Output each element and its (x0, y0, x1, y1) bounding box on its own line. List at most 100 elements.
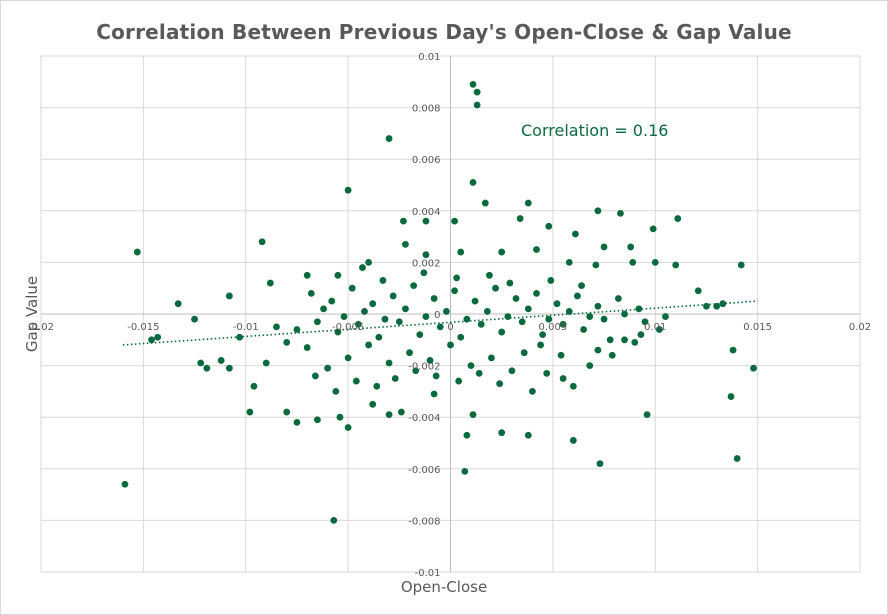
data-point (651, 259, 659, 266)
data-point (375, 333, 383, 341)
data-point (594, 346, 602, 354)
data-point (334, 271, 342, 279)
chart-title: Correlation Between Previous Day's Open-… (96, 20, 792, 44)
data-point (293, 326, 301, 333)
data-point (266, 279, 274, 287)
data-point (473, 101, 481, 109)
data-point (545, 315, 553, 323)
data-point (606, 336, 614, 344)
data-point (336, 413, 344, 421)
data-point (430, 295, 438, 302)
data-point (594, 302, 602, 310)
data-point (637, 331, 645, 339)
data-point (565, 259, 573, 266)
data-point (283, 338, 291, 346)
data-point (430, 390, 438, 398)
data-point (483, 308, 491, 315)
data-point (422, 217, 430, 225)
y-tick-label: -0.008 (408, 516, 440, 527)
data-point (674, 215, 682, 222)
data-point (750, 364, 757, 372)
data-point (481, 199, 489, 207)
data-point (614, 295, 622, 302)
data-point (655, 326, 663, 333)
data-point (365, 259, 372, 266)
x-tick-label: -0.015 (127, 322, 159, 333)
data-point (592, 261, 600, 269)
x-tick-label: 0.01 (644, 322, 666, 333)
data-point (203, 364, 211, 372)
data-point (344, 354, 352, 362)
data-point (451, 217, 458, 225)
data-point (672, 261, 680, 269)
data-point (385, 359, 393, 367)
y-tick-label: 0.006 (412, 155, 441, 166)
data-point (627, 243, 635, 251)
y-tick-label: -0.006 (408, 465, 440, 476)
x-tick-label: 0 (447, 322, 453, 333)
x-tick-label: 0.005 (539, 322, 568, 333)
data-point (520, 349, 528, 357)
data-point (545, 222, 553, 230)
data-point (457, 333, 465, 341)
data-point (314, 416, 321, 424)
data-point (391, 375, 399, 382)
data-point (547, 277, 555, 284)
x-tick-label: -0.005 (332, 322, 364, 333)
data-point (344, 424, 352, 431)
data-point (447, 341, 454, 349)
data-point (463, 431, 471, 439)
data-point (727, 393, 735, 400)
data-point (569, 437, 577, 444)
data-points (121, 80, 757, 524)
data-point (463, 315, 471, 323)
data-point (586, 362, 594, 369)
data-point (508, 367, 516, 375)
data-point (273, 323, 280, 331)
data-point (328, 297, 336, 305)
data-point (174, 300, 182, 308)
data-point (457, 248, 465, 256)
data-point (133, 248, 141, 256)
data-point (422, 251, 430, 259)
data-point (453, 274, 461, 282)
data-point (225, 364, 233, 372)
data-point (504, 313, 512, 320)
data-point (197, 359, 205, 367)
data-point (381, 315, 389, 323)
data-point (262, 359, 270, 367)
data-point (469, 179, 477, 186)
y-tick-label: 0.002 (412, 258, 441, 269)
y-tick-label: 0 (434, 310, 440, 321)
data-point (369, 400, 377, 408)
y-tick-label: -0.002 (408, 362, 440, 373)
data-point (154, 333, 162, 341)
data-point (191, 315, 198, 323)
data-point (422, 313, 430, 320)
data-point (225, 292, 233, 300)
data-point (600, 243, 608, 251)
y-axis-label: Gap Value (23, 275, 41, 353)
data-point (469, 411, 477, 419)
data-point (389, 292, 397, 300)
data-point (524, 305, 532, 313)
data-point (586, 313, 594, 320)
data-point (621, 336, 628, 344)
data-point (359, 264, 366, 271)
data-point (469, 80, 477, 88)
data-point (461, 467, 469, 475)
data-point (516, 215, 524, 222)
tick-labels: -0.02 -0.015 -0.01 -0.005 0 0.005 0.01 0.015 0.0… (28, 52, 871, 579)
y-tick-label: 0.01 (418, 52, 440, 63)
data-point (492, 284, 499, 292)
data-point (733, 455, 741, 462)
data-point (533, 246, 540, 253)
data-point (477, 320, 485, 328)
data-point (498, 328, 506, 336)
data-point (475, 369, 483, 377)
data-point (537, 341, 544, 349)
data-point (703, 302, 710, 310)
data-point (529, 388, 536, 395)
